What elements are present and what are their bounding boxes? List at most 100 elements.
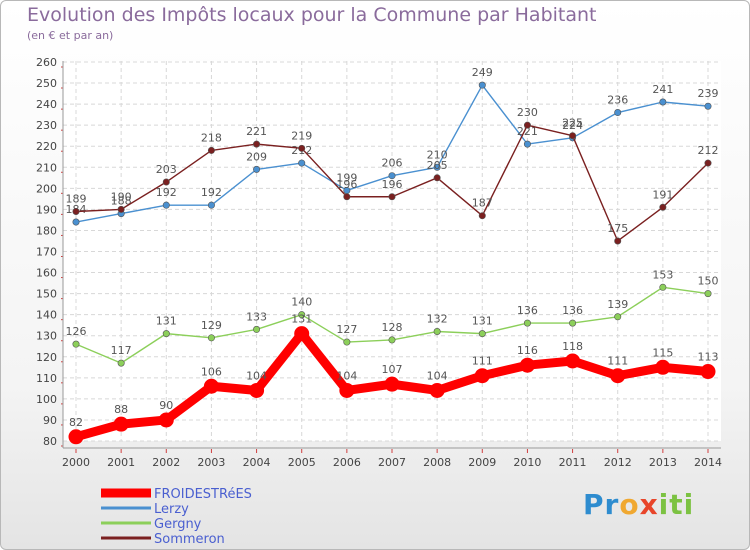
data-point [388, 336, 396, 344]
data-label: 212 [698, 144, 719, 157]
data-label: 196 [382, 178, 403, 191]
data-point [249, 382, 265, 398]
series-sommeron: 189 190 203 218 221 219 196 196 205 187 230 225 175 1… [66, 106, 719, 245]
x-tick-label: 2012 [604, 456, 632, 469]
data-label: 199 [336, 171, 357, 184]
y-tick-label: 150 [36, 288, 57, 301]
y-tick-label: 140 [36, 309, 57, 322]
data-label: 136 [562, 304, 583, 317]
x-tick-label: 2002 [152, 456, 180, 469]
chart-title: Evolution des Impôts locaux pour la Comm… [27, 4, 597, 26]
data-label: 192 [156, 186, 177, 199]
x-tick-label: 2003 [197, 456, 225, 469]
data-point [253, 140, 261, 148]
data-point [117, 359, 125, 367]
y-tick-label: 160 [36, 267, 57, 280]
data-point [294, 326, 310, 342]
y-tick-label: 250 [36, 77, 57, 90]
data-label: 188 [111, 195, 132, 208]
data-label: 113 [698, 351, 719, 364]
data-label: 224 [562, 119, 583, 132]
chart-subtitle: (en € et par an) [27, 29, 114, 42]
x-tick-label: 2011 [559, 456, 587, 469]
data-label: 136 [517, 304, 538, 317]
data-label: 140 [291, 296, 312, 309]
data-point [655, 359, 671, 375]
data-label: 116 [517, 344, 538, 357]
data-point [253, 165, 261, 173]
data-point [700, 364, 716, 380]
y-tick-label: 260 [36, 56, 57, 69]
data-point [429, 382, 445, 398]
data-point [474, 368, 490, 384]
data-label: 206 [382, 157, 403, 170]
data-point [523, 121, 531, 129]
y-tick-label: 230 [36, 119, 57, 132]
data-point [162, 178, 170, 186]
data-label: 118 [562, 340, 583, 353]
data-point [569, 132, 577, 140]
data-point [433, 163, 441, 171]
data-point [158, 412, 174, 428]
data-point [433, 328, 441, 336]
legend-label: Sommeron [154, 532, 225, 547]
data-point [203, 378, 219, 394]
logo-letter: P [583, 488, 605, 521]
y-tick-label: 200 [36, 182, 57, 195]
data-point [384, 376, 400, 392]
data-label: 131 [291, 313, 312, 326]
data-label: 230 [517, 106, 538, 119]
logo-letter: i [683, 488, 695, 521]
legend-item-gergny: Gergny [101, 517, 202, 532]
y-tick-label: 90 [43, 414, 57, 427]
data-point [72, 207, 80, 215]
data-label: 107 [382, 363, 403, 376]
data-label: 88 [114, 403, 128, 416]
data-point [519, 357, 535, 373]
data-point [478, 212, 486, 220]
x-tick-label: 2010 [513, 456, 541, 469]
data-point [298, 311, 306, 319]
gridlines [63, 61, 721, 442]
data-label: 189 [66, 192, 87, 205]
data-point [433, 174, 441, 182]
data-label: 82 [69, 416, 83, 429]
series-froidestr-es: 82 88 90 106 104 131 104 107 104 111 116 118 111 115 1… [68, 313, 719, 445]
data-label: 210 [427, 148, 448, 161]
data-label: 191 [652, 188, 673, 201]
data-point [253, 325, 261, 333]
logo-letter: r [604, 488, 620, 521]
data-label: 90 [159, 399, 173, 412]
x-tick-label: 2007 [378, 456, 406, 469]
data-point [659, 283, 667, 291]
data-point [117, 205, 125, 213]
data-point [68, 429, 84, 445]
data-point [478, 330, 486, 338]
data-label: 190 [111, 190, 132, 203]
data-point [565, 353, 581, 369]
data-point [614, 237, 622, 245]
logo-letter: t [669, 488, 684, 521]
data-point [704, 102, 712, 110]
data-label: 104 [427, 369, 448, 382]
data-label: 225 [562, 117, 583, 130]
data-label: 104 [246, 369, 267, 382]
data-point [478, 81, 486, 89]
data-label: 203 [156, 163, 177, 176]
x-tick-label: 2001 [107, 456, 135, 469]
data-label: 131 [156, 315, 177, 328]
data-point [72, 218, 80, 226]
data-label: 139 [607, 298, 628, 311]
legend-label: Lerzy [154, 502, 189, 517]
data-label: 150 [698, 275, 719, 288]
data-point [569, 319, 577, 327]
legend-item-sommeron: Sommeron [101, 532, 225, 547]
data-label: 115 [652, 346, 673, 359]
data-label: 219 [291, 129, 312, 142]
x-tick-label: 2008 [423, 456, 451, 469]
data-point [207, 334, 215, 342]
legend-item-froidestr-es: FROIDESTRéES [101, 487, 252, 502]
data-point [659, 98, 667, 106]
data-label: 117 [111, 344, 132, 357]
data-point [298, 144, 306, 152]
